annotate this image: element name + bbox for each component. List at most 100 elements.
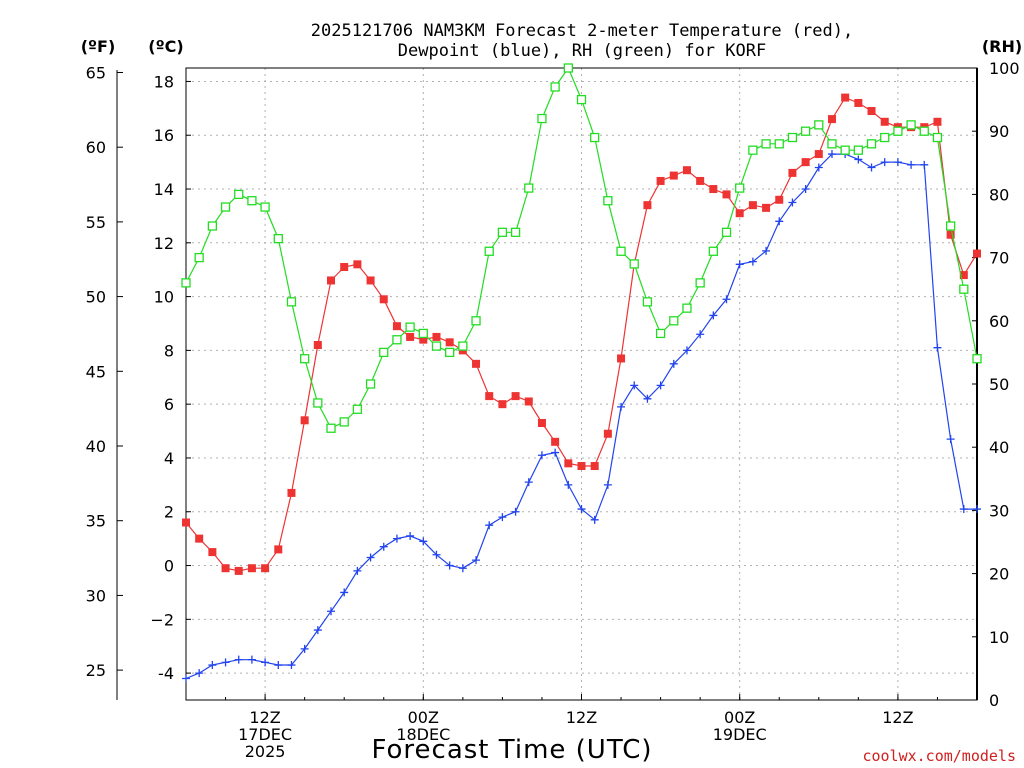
celsius-tick-label: 8	[164, 341, 174, 360]
dewpoint-point	[261, 658, 270, 667]
dewpoint-point	[406, 531, 415, 540]
dewpoint-point	[564, 480, 573, 489]
temperature-point	[564, 459, 573, 468]
dewpoint-point	[234, 655, 243, 664]
rh-point	[748, 145, 758, 155]
dewpoint-point	[485, 521, 494, 530]
temperature-point	[841, 93, 850, 102]
dewpoint-point	[327, 607, 336, 616]
dewpoint-point	[854, 155, 863, 164]
rh-point	[919, 126, 929, 136]
fahrenheit-tick-label: 40	[86, 437, 106, 456]
temperature-point	[498, 400, 507, 409]
rh-point	[682, 303, 692, 313]
dewpoint-point	[788, 198, 797, 207]
rh-point	[629, 259, 639, 269]
temperature-point	[854, 98, 863, 107]
rh-tick-label: 70	[989, 249, 1009, 268]
rh-tick-label: 100	[989, 59, 1020, 78]
rh-point	[234, 189, 244, 200]
rh-point	[299, 354, 310, 364]
dewpoint-point	[182, 674, 190, 683]
dewpoint-point	[472, 556, 481, 565]
dewpoint-point	[432, 550, 441, 559]
rh-point	[365, 379, 376, 389]
rh-unit-label: (RH)	[982, 37, 1022, 56]
rh-point	[431, 341, 442, 351]
temperature-point	[551, 437, 560, 446]
temperature-point	[511, 392, 520, 401]
x-tick-label: 19DEC	[713, 725, 767, 744]
rh-point	[840, 145, 850, 155]
rh-tick-label: 20	[989, 565, 1009, 584]
celsius-tick-label: 16	[154, 126, 174, 145]
celsius-tick-label: 10	[154, 288, 174, 307]
temperature-point	[735, 209, 744, 218]
dewpoint-point	[893, 158, 902, 167]
temperature-point	[867, 107, 876, 116]
temperature-point	[933, 117, 942, 126]
fahrenheit-tick-label: 65	[86, 63, 106, 82]
rh-point	[893, 126, 903, 136]
rh-point	[326, 423, 336, 433]
dewpoint-point	[959, 505, 968, 514]
temperature-point	[748, 201, 757, 210]
temperature-point	[221, 564, 230, 573]
rh-point	[194, 252, 204, 263]
temperature-point	[814, 150, 823, 159]
celsius-tick-label: 2	[164, 503, 174, 522]
rh-tick-label: 60	[989, 312, 1009, 331]
fahrenheit-tick-label: 25	[86, 661, 106, 680]
rh-point	[207, 221, 218, 231]
dewpoint-point	[775, 217, 784, 226]
temperature-point	[379, 295, 388, 304]
dewpoint-point	[709, 311, 718, 320]
celsius-tick-label: 4	[164, 449, 174, 468]
fahrenheit-tick-label: 35	[86, 512, 106, 531]
fahrenheit-tick-label: 55	[86, 213, 106, 232]
dewpoint-point	[379, 542, 388, 551]
rh-point	[708, 246, 718, 256]
x-tick-label: 17DEC	[238, 725, 292, 744]
credit-text: coolwx.com/models	[862, 747, 1016, 765]
x-tick-label: 18DEC	[396, 725, 450, 744]
temperature-point	[524, 397, 533, 406]
temperature-point	[300, 416, 309, 425]
rh-point	[313, 398, 323, 408]
rh-point	[445, 347, 455, 358]
temperature-point	[195, 534, 204, 543]
rh-point	[669, 316, 679, 326]
x-axis-label: Forecast Time (UTC)	[371, 735, 652, 765]
celsius-tick-label: -4	[158, 664, 174, 683]
temperature-point	[788, 168, 797, 177]
rh-point	[721, 227, 732, 237]
rh-tick-label: 30	[989, 501, 1009, 520]
rh-tick-label: 0	[989, 691, 999, 710]
rh-point	[603, 196, 613, 206]
dewpoint-point	[340, 588, 349, 597]
dewpoint-point	[221, 658, 230, 667]
dewpoint-point	[419, 537, 428, 546]
rh-point	[339, 417, 349, 427]
temperature-point	[182, 518, 190, 527]
dewpoint-point	[946, 435, 955, 444]
temperature-point	[577, 462, 586, 471]
rh-point	[497, 227, 508, 237]
dewpoint-point	[537, 451, 546, 460]
rh-point	[181, 278, 191, 288]
temperature-point	[669, 171, 678, 180]
rh-point	[484, 246, 494, 256]
x-tick-label: 12Z	[882, 708, 913, 727]
dewpoint-point	[669, 359, 678, 368]
rh-point	[260, 202, 270, 212]
temperature-point	[392, 322, 401, 331]
rh-point	[247, 196, 257, 206]
series-layer	[181, 63, 982, 683]
rh-point	[880, 132, 890, 143]
dewpoint-point	[195, 669, 204, 678]
dewpoint-point	[696, 330, 705, 339]
dewpoint-point	[577, 505, 586, 514]
rh-point	[510, 227, 521, 237]
dewpoint-point	[867, 163, 876, 172]
dewpoint-point	[445, 561, 454, 570]
